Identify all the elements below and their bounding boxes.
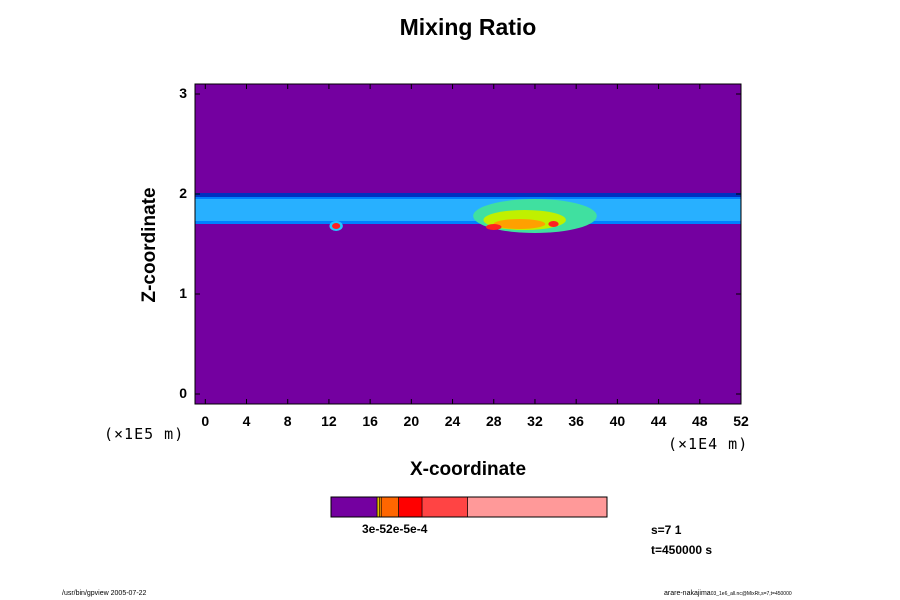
y-tick-label: 3 — [179, 85, 187, 101]
x-tick-label: 44 — [650, 413, 667, 429]
field-background — [195, 84, 741, 404]
colorbar-segment-5 — [421, 496, 468, 518]
field-feature-5 — [486, 224, 502, 230]
x-tick-label: 0 — [201, 413, 210, 429]
colorbar-segment-1 — [376, 496, 380, 518]
heatmap-field — [195, 84, 741, 404]
x-scale-label: (×1E4 m) — [668, 435, 749, 453]
layer-interior — [195, 199, 741, 221]
x-tick-label: 48 — [691, 413, 708, 429]
x-tick-label: 40 — [609, 413, 626, 429]
y-axis-label: Z-coordinate — [139, 187, 160, 303]
x-axis-label: X-coordinate — [409, 459, 527, 480]
chart-title: Mixing Ratio — [399, 14, 537, 40]
footer-file: 03_1e6_all.nc@MixRt,s=7,t=450000 — [710, 591, 792, 597]
colorbar-segment-3 — [380, 496, 399, 518]
field-feature-6 — [548, 221, 559, 227]
x-tick-label: 24 — [444, 413, 461, 429]
colorbar-segment-6 — [467, 496, 608, 518]
colorbar — [330, 496, 608, 518]
field-feature-1 — [332, 223, 341, 229]
info-annotations: s=7 1 t=450000 s — [651, 520, 712, 560]
x-tick-label: 12 — [321, 413, 337, 429]
y-tick-label: 1 — [179, 285, 187, 301]
x-tick-label: 4 — [242, 413, 251, 429]
colorbar-segment-4 — [398, 496, 423, 518]
axis-ticks — [195, 84, 742, 404]
y-tick-label: 2 — [179, 185, 187, 201]
colorbar-segment-0 — [330, 496, 378, 518]
colorbar-frame — [330, 496, 608, 518]
s-annotation: s=7 1 — [651, 523, 682, 537]
footer-right: arare-nakajima03_1e6_all.nc@MixRt,s=7,t=… — [664, 590, 792, 597]
footer-user: arare-nakajima — [664, 590, 711, 597]
t-annotation: t=450000 s — [651, 543, 713, 557]
y-scale-label: (×1E5 m) — [104, 425, 185, 443]
footer-left: /usr/bin/gpview 2005-07-22 — [62, 590, 147, 597]
field-feature-4 — [493, 219, 546, 229]
x-tick-label: 32 — [527, 413, 543, 429]
layer-top-edge — [195, 193, 741, 197]
colorbar-labels: 3e-52e-5e-4 — [362, 522, 428, 536]
x-tick-label: 36 — [568, 413, 584, 429]
plot-frame — [194, 83, 742, 405]
y-tick-label: 0 — [179, 385, 187, 401]
x-tick-label: 20 — [403, 413, 420, 429]
x-tick-label: 8 — [283, 413, 292, 429]
x-tick-label: 52 — [733, 413, 749, 429]
x-tick-label: 16 — [362, 413, 378, 429]
x-tick-label: 28 — [485, 413, 502, 429]
